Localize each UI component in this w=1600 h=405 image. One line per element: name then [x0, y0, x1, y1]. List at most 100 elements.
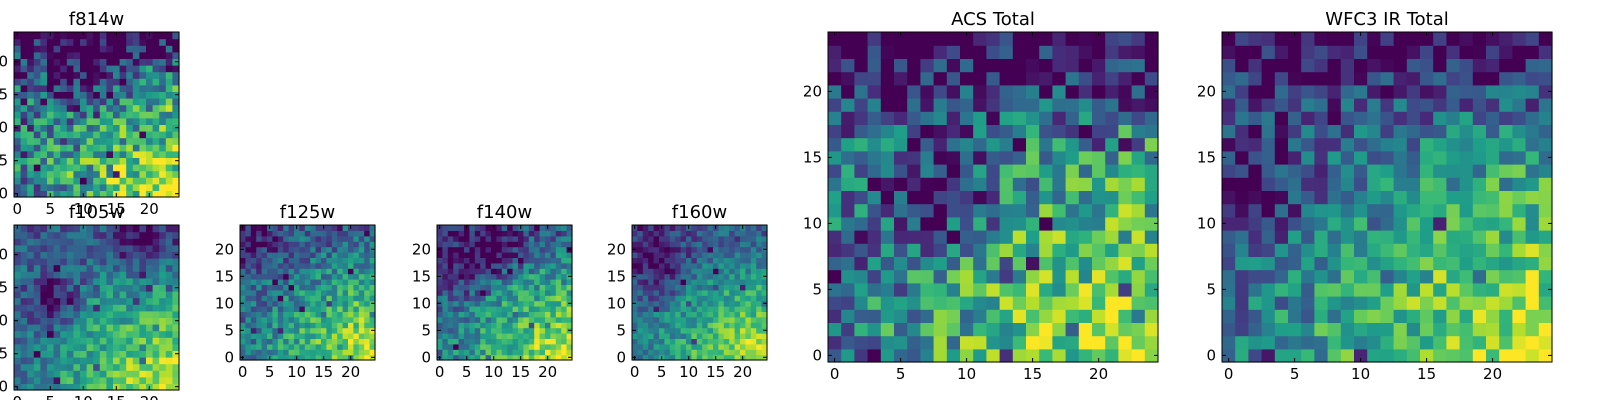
- heatmap-cell: [1144, 137, 1159, 152]
- heatmap-cell: [1472, 348, 1487, 363]
- heatmap-cell: [518, 327, 524, 334]
- heatmap-cell: [1261, 71, 1276, 86]
- heatmap-cell: [1065, 84, 1080, 99]
- heatmap-cell: [637, 327, 644, 334]
- heatmap-cell: [534, 322, 541, 329]
- heatmap-cell: [152, 337, 160, 345]
- heatmap-cell: [550, 349, 557, 356]
- heatmap-cell: [1078, 111, 1093, 125]
- heatmap-cell: [485, 246, 492, 253]
- heatmap-cell: [99, 124, 107, 132]
- heatmap-cell: [1052, 216, 1067, 231]
- heatmap-cell: [1052, 58, 1067, 73]
- heatmap-cell: [729, 306, 736, 312]
- heatmap-cell: [894, 296, 908, 310]
- heatmap-cell: [152, 251, 160, 259]
- heatmap-cell: [73, 324, 81, 332]
- heatmap-cell: [27, 251, 35, 259]
- heatmap-cell: [880, 58, 895, 73]
- heatmap-cell: [33, 330, 41, 338]
- heatmap-cell: [669, 349, 676, 356]
- heatmap-cell: [458, 343, 465, 350]
- heatmap-cell: [946, 216, 961, 231]
- heatmap-cell: [1065, 124, 1080, 139]
- heatmap-cell: [1131, 84, 1146, 99]
- heatmap-cell: [686, 246, 692, 253]
- y-tick-label: 15: [0, 279, 8, 297]
- heatmap-cell: [1274, 111, 1289, 125]
- heatmap-cell: [734, 295, 741, 302]
- heatmap-cell: [106, 71, 114, 79]
- heatmap-cell: [159, 376, 167, 384]
- heatmap-cell: [1274, 190, 1289, 205]
- heatmap-cell: [880, 335, 895, 350]
- heatmap-cell: [66, 32, 74, 40]
- heatmap-cell: [1039, 177, 1053, 191]
- heatmap-cell: [86, 284, 94, 292]
- heatmap-cell: [1340, 32, 1355, 46]
- heatmap-cell: [680, 284, 687, 291]
- heatmap-cell: [106, 190, 114, 198]
- heatmap-cell: [99, 350, 107, 358]
- heatmap-cell: [1433, 190, 1447, 205]
- heatmap-cell: [47, 45, 55, 53]
- heatmap-cell: [93, 157, 101, 165]
- heatmap-cell: [1274, 150, 1289, 165]
- heatmap-cell: [491, 322, 497, 329]
- heatmap-cell: [1459, 111, 1474, 125]
- heatmap-cell: [132, 370, 140, 378]
- heatmap-cell: [139, 337, 147, 345]
- heatmap-cell: [1092, 243, 1106, 257]
- heatmap-cell: [40, 91, 48, 99]
- heatmap-cell: [1301, 32, 1315, 46]
- heatmap-cell: [729, 230, 736, 237]
- heatmap-cell: [80, 258, 88, 266]
- heatmap-cell: [675, 343, 682, 350]
- heatmap-cell: [364, 257, 371, 264]
- heatmap-cell: [854, 296, 869, 310]
- heatmap-cell: [294, 295, 300, 302]
- heatmap-cell: [113, 238, 121, 246]
- heatmap-cell: [99, 231, 107, 239]
- heatmap-cell: [113, 150, 121, 158]
- heatmap-cell: [761, 257, 768, 264]
- heatmap-cell: [159, 38, 167, 46]
- heatmap-cell: [283, 316, 290, 323]
- heatmap-cell: [172, 111, 180, 119]
- heatmap-cell: [518, 246, 524, 253]
- heatmap-cell: [1459, 58, 1474, 73]
- heatmap-cell: [464, 268, 470, 275]
- heatmap-cell: [113, 170, 121, 178]
- heatmap-cell: [1472, 164, 1487, 178]
- heatmap-cell: [119, 238, 127, 246]
- heatmap-cell: [99, 117, 107, 125]
- heatmap-cell: [304, 225, 311, 231]
- heatmap-cell: [47, 357, 55, 365]
- heatmap-cell: [894, 111, 908, 125]
- heatmap-cell: [294, 316, 300, 323]
- heatmap-cell: [491, 273, 497, 280]
- heatmap-cell: [637, 354, 644, 361]
- heatmap-cell: [342, 262, 349, 269]
- heatmap-cell: [867, 45, 882, 59]
- heatmap-cell: [707, 262, 714, 269]
- heatmap-cell: [729, 262, 736, 269]
- heatmap-cell: [310, 327, 317, 334]
- heatmap-cell: [132, 277, 140, 285]
- heatmap-cell: [165, 337, 173, 345]
- heatmap-cell: [146, 38, 154, 46]
- heatmap-cell: [664, 230, 671, 237]
- heatmap-cell: [664, 300, 671, 307]
- heatmap-cell: [1538, 190, 1553, 205]
- heatmap-cell: [518, 273, 524, 280]
- heatmap-cell: [256, 311, 263, 318]
- heatmap-cell: [60, 376, 68, 384]
- heatmap-cell: [1052, 243, 1067, 257]
- heatmap-cell: [501, 241, 508, 248]
- heatmap-cell: [920, 98, 935, 112]
- heatmap-cell: [1380, 137, 1395, 152]
- heatmap-cell: [1327, 45, 1342, 59]
- heatmap-cell: [1486, 190, 1500, 205]
- heatmap-cell: [1248, 71, 1263, 86]
- heatmap-cell: [648, 235, 655, 242]
